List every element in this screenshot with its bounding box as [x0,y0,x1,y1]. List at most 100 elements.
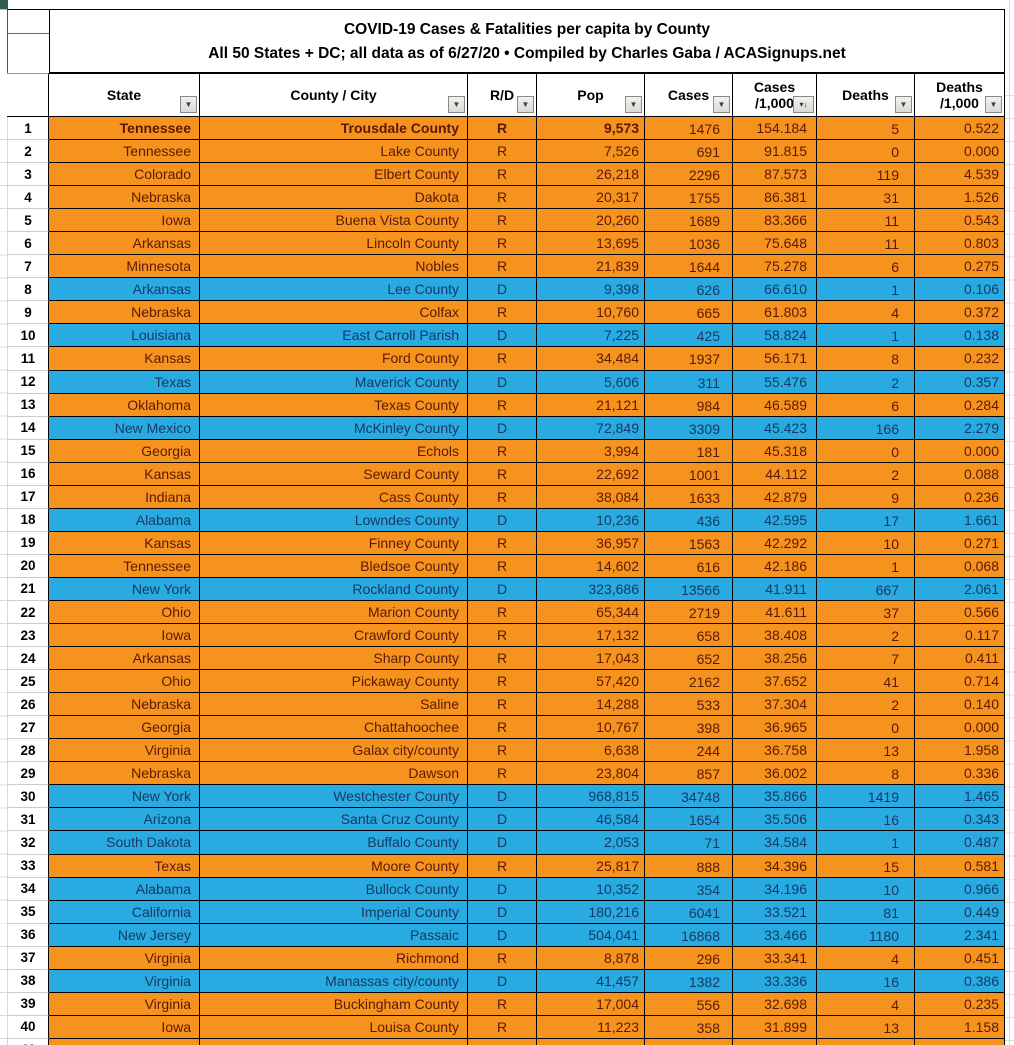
cell-deaths-per-1k[interactable]: 0.000 [915,439,1005,463]
row-number[interactable]: 10 [7,324,49,348]
cell-rd[interactable]: R [468,439,537,463]
cell-cases[interactable]: 296 [645,946,733,970]
cell-deaths[interactable]: 17 [817,508,915,532]
cell-county[interactable]: Accomack County [200,1038,468,1045]
cell-deaths-per-1k[interactable]: 0.411 [915,647,1005,671]
cell-rd[interactable]: D [468,900,537,924]
cell-deaths[interactable]: 4 [817,992,915,1016]
filter-dropdown-icon[interactable]: ▼ [713,96,730,113]
cell-county[interactable]: Lincoln County [200,232,468,256]
cell-state[interactable]: Virginia [49,969,200,993]
cell-pop[interactable]: 7,225 [537,324,645,348]
cell-deaths[interactable]: 8 [817,762,915,786]
row-number[interactable]: 40 [7,1015,49,1039]
filter-dropdown-icon[interactable]: ▼ [180,96,197,113]
cell-deaths[interactable]: 0 [817,439,915,463]
cell-county[interactable]: Marion County [200,600,468,625]
cell-deaths-per-1k[interactable]: 0.343 [915,808,1005,832]
cell-deaths-per-1k[interactable]: 0.487 [915,831,1005,855]
cell-deaths[interactable]: 2 [817,370,915,394]
cell-rd[interactable]: R [468,600,537,625]
cell-state[interactable]: Oklahoma [49,393,200,417]
row-number[interactable]: 22 [7,600,49,625]
cell-pop[interactable]: 9,573 [537,117,645,141]
cell-county[interactable]: Texas County [200,393,468,417]
cell-pop[interactable]: 25,817 [537,854,645,878]
cell-state[interactable]: Ohio [49,600,200,625]
cell-deaths[interactable]: 1 [817,324,915,348]
cell-rd[interactable]: R [468,301,537,325]
cell-deaths-per-1k[interactable]: 0.088 [915,462,1005,486]
cell-deaths-per-1k[interactable]: 0.284 [915,393,1005,417]
cell-rd[interactable]: R [468,462,537,486]
cell-cases[interactable]: 1382 [645,969,733,993]
cell-cases-per-1k[interactable]: 55.476 [733,370,817,394]
cell-cases[interactable]: 888 [645,854,733,878]
cell-state[interactable]: New Mexico [49,416,200,440]
cell-deaths-per-1k[interactable]: 0.803 [915,232,1005,256]
cell-cases-per-1k[interactable]: 35.866 [733,785,817,809]
row-number[interactable]: 28 [7,739,49,763]
cell-state[interactable]: Indiana [49,485,200,509]
cell-cases[interactable]: 2162 [645,670,733,694]
row-number[interactable]: 35 [7,900,49,924]
row-number[interactable]: 34 [7,877,49,901]
cell-county[interactable]: Buena Vista County [200,209,468,233]
cell-cases[interactable]: 665 [645,301,733,325]
cell-rd[interactable]: D [468,577,537,601]
row-number[interactable]: 8 [7,278,49,302]
cell-county[interactable]: Lowndes County [200,508,468,532]
cell-cases-per-1k[interactable]: 75.278 [733,255,817,279]
cell-rd[interactable]: R [468,693,537,717]
cell-state[interactable]: Texas [49,370,200,394]
cell-county[interactable]: Colfax [200,301,468,325]
cell-deaths[interactable]: 16 [817,969,915,993]
cell-cases-per-1k[interactable]: 37.304 [733,693,817,717]
cell-pop[interactable]: 6,638 [537,739,645,763]
cell-state[interactable]: New York [49,785,200,809]
cell-county[interactable]: Manassas city/county [200,969,468,993]
cell-pop[interactable]: 72,849 [537,416,645,440]
cell-pop[interactable]: 8,878 [537,946,645,970]
cell-cases-per-1k[interactable]: 75.648 [733,232,817,256]
cell-cases-per-1k[interactable]: 33.336 [733,969,817,993]
cell-county[interactable]: Elbert County [200,163,468,187]
cell-cases-per-1k[interactable]: 45.423 [733,416,817,440]
cell-county[interactable]: Maverick County [200,370,468,394]
cell-deaths[interactable]: 15 [817,854,915,878]
cell-pop[interactable]: 65,344 [537,600,645,625]
cell-deaths-per-1k[interactable]: 4.539 [915,163,1005,187]
cell-cases[interactable]: 2296 [645,163,733,187]
cell-pop[interactable]: 21,121 [537,393,645,417]
cell-rd[interactable]: R [468,762,537,786]
cell-state[interactable]: Nebraska [49,693,200,717]
cell-county[interactable]: Ford County [200,347,468,371]
cell-deaths-per-1k[interactable]: 0.451 [915,946,1005,970]
cell-cases[interactable]: 1689 [645,209,733,233]
cell-rd[interactable]: D [468,969,537,993]
cell-deaths[interactable]: 8 [817,347,915,371]
cell-cases[interactable]: 652 [645,647,733,671]
row-number[interactable]: 26 [7,693,49,717]
cell-state[interactable]: Kansas [49,462,200,486]
cell-rd[interactable]: R [468,647,537,671]
cell-rd[interactable]: R [468,531,537,555]
row-number[interactable]: 25 [7,670,49,694]
cell-county[interactable]: Lake County [200,140,468,164]
cell-cases[interactable]: 1937 [645,347,733,371]
cell-rd[interactable]: D [468,785,537,809]
cell-cases[interactable]: 1001 [645,462,733,486]
cell-county[interactable]: Santa Cruz County [200,808,468,832]
cell-pop[interactable]: 14,602 [537,554,645,578]
cell-cases[interactable]: 1654 [645,808,733,832]
cell-cases[interactable]: 16868 [645,923,733,947]
cell-state[interactable]: Ohio [49,670,200,694]
cell-deaths-per-1k[interactable]: 0.271 [915,531,1005,555]
cell-deaths-per-1k[interactable]: 0.140 [915,693,1005,717]
cell-cases[interactable]: 691 [645,140,733,164]
cell-cases[interactable]: 1644 [645,255,733,279]
cell-rd[interactable]: D [468,324,537,348]
cell-cases-per-1k[interactable]: 41.911 [733,577,817,601]
cell-deaths-per-1k[interactable]: 0.566 [915,600,1005,625]
cell-deaths-per-1k[interactable]: 0.357 [915,370,1005,394]
